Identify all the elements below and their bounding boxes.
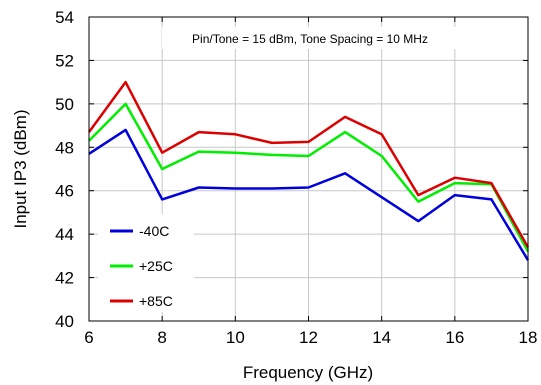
x-tick-label: 16 [445, 328, 464, 347]
y-tick-label: 46 [55, 182, 74, 201]
x-tick-label: 14 [372, 328, 391, 347]
x-tick-label: 10 [226, 328, 245, 347]
x-tick-label: 18 [519, 328, 538, 347]
x-tick-label: 6 [84, 328, 93, 347]
ticks [88, 16, 529, 322]
annotation-box [162, 27, 458, 49]
y-tick-label: 42 [55, 269, 74, 288]
y-tick-label: 44 [55, 225, 74, 244]
tick-labels: 6 8 10 12 14 16 18 40 42 44 46 48 50 52 54 [55, 8, 537, 347]
legend: -40C +25C +85C [110, 223, 173, 309]
series-line [88, 128, 530, 261]
y-axis-label: Input IP3 (dBm) [11, 109, 30, 228]
legend-label: +25C [139, 258, 173, 274]
x-tick-label: 8 [157, 328, 166, 347]
series-layer [87, 80, 530, 261]
y-tick-label: 48 [55, 138, 74, 157]
x-tick-label: 12 [299, 328, 318, 347]
y-tick-label: 54 [55, 8, 74, 27]
x-axis-label: Frequency (GHz) [243, 363, 373, 382]
y-tick-label: 52 [55, 51, 74, 70]
grid [89, 17, 528, 321]
y-tick-label: 50 [55, 95, 74, 114]
annotation-text: Pin/Tone = 15 dBm, Tone Spacing = 10 MHz [192, 32, 428, 46]
series-line [88, 102, 530, 253]
y-tick-label: 40 [55, 312, 74, 331]
legend-label: +85C [139, 293, 173, 309]
series-line [87, 80, 530, 248]
legend-label: -40C [139, 223, 169, 239]
